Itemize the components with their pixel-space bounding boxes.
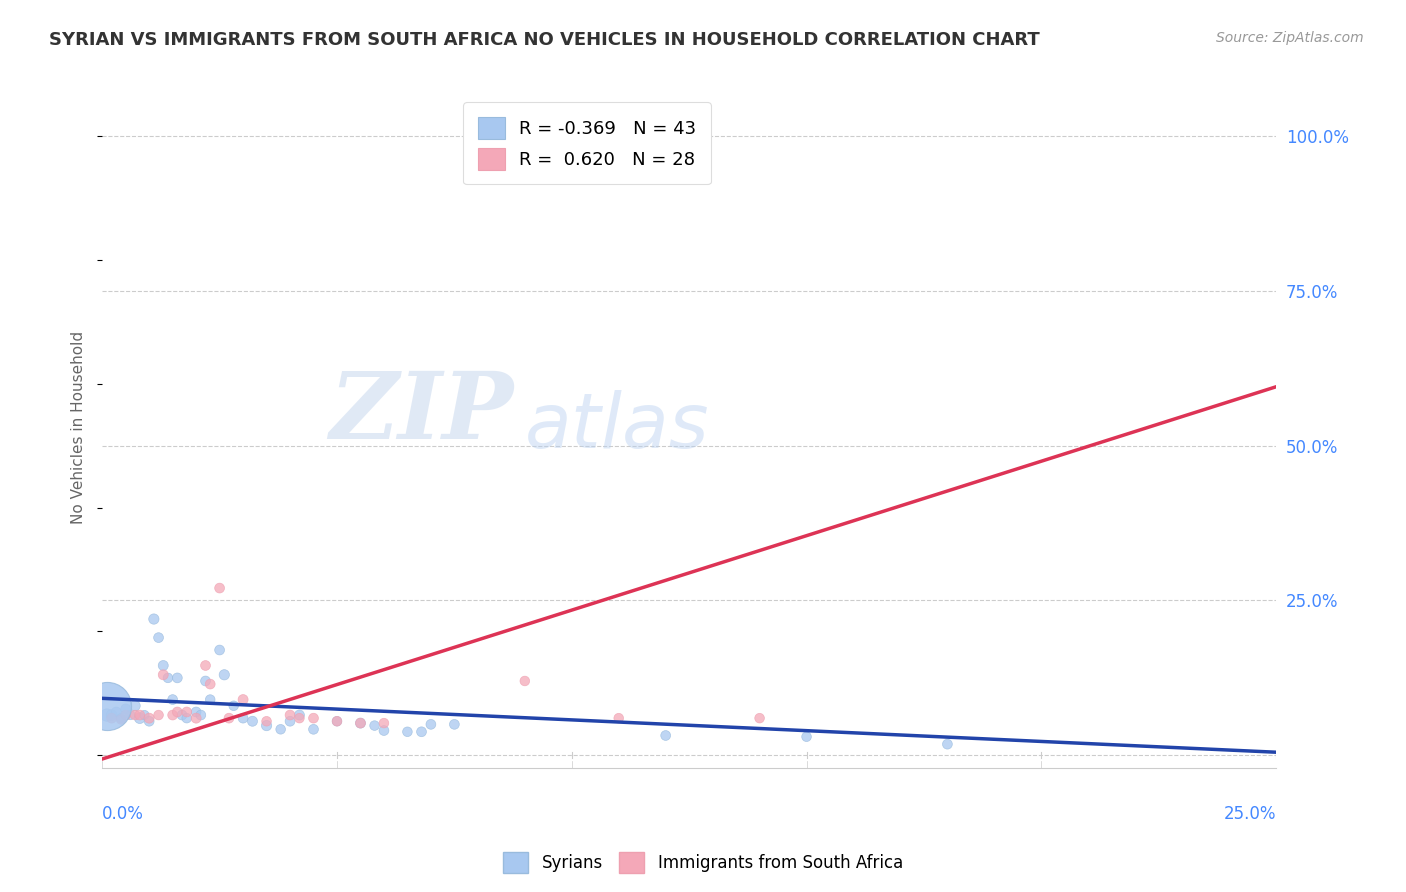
Point <box>162 692 184 706</box>
Point <box>326 714 349 729</box>
Point <box>114 702 136 716</box>
Y-axis label: No Vehicles in Household: No Vehicles in Household <box>72 330 86 524</box>
Point <box>200 692 222 706</box>
Point <box>184 711 207 725</box>
Point <box>232 711 254 725</box>
Point <box>96 708 118 723</box>
Point <box>208 581 231 595</box>
Point <box>363 718 385 732</box>
Point <box>124 708 146 723</box>
Point <box>232 692 254 706</box>
Point <box>936 737 959 751</box>
Point <box>194 658 217 673</box>
Point <box>166 671 188 685</box>
Point <box>194 673 217 688</box>
Point <box>138 714 160 729</box>
Point <box>222 698 245 713</box>
Point <box>190 708 212 723</box>
Point <box>128 708 150 723</box>
Point <box>748 711 770 725</box>
Legend: Syrians, Immigrants from South Africa: Syrians, Immigrants from South Africa <box>496 846 910 880</box>
Point <box>654 729 676 743</box>
Point <box>152 667 174 681</box>
Point <box>288 708 311 723</box>
Point <box>373 723 395 738</box>
Point <box>270 723 292 737</box>
Point <box>302 711 325 725</box>
Text: 25.0%: 25.0% <box>1223 805 1277 823</box>
Point <box>218 711 240 725</box>
Point <box>138 711 160 725</box>
Point <box>349 716 371 731</box>
Point <box>373 716 395 731</box>
Text: 0.0%: 0.0% <box>103 805 143 823</box>
Point <box>184 705 207 719</box>
Point <box>396 724 419 739</box>
Point <box>134 708 156 723</box>
Point <box>349 716 371 731</box>
Point <box>796 730 818 744</box>
Point <box>128 711 150 725</box>
Point <box>100 711 122 725</box>
Point <box>326 714 349 729</box>
Point <box>152 658 174 673</box>
Point <box>443 717 465 731</box>
Point <box>124 698 146 713</box>
Point <box>166 705 188 719</box>
Point <box>419 717 441 731</box>
Point <box>170 708 193 723</box>
Point <box>176 705 198 719</box>
Point <box>242 714 264 729</box>
Point <box>114 708 136 723</box>
Point <box>200 677 222 691</box>
Point <box>288 711 311 725</box>
Point <box>302 723 325 737</box>
Point <box>162 708 184 723</box>
Text: ZIP: ZIP <box>329 368 513 458</box>
Point <box>256 714 278 729</box>
Point <box>208 643 231 657</box>
Point <box>513 673 536 688</box>
Point <box>100 708 122 723</box>
Point <box>607 711 630 725</box>
Point <box>278 714 301 729</box>
Point <box>110 712 132 726</box>
Text: atlas: atlas <box>524 390 709 464</box>
Point <box>110 711 132 725</box>
Legend: R = -0.369   N = 43, R =  0.620   N = 28: R = -0.369 N = 43, R = 0.620 N = 28 <box>464 103 711 184</box>
Point <box>96 698 118 713</box>
Point <box>278 708 301 723</box>
Text: SYRIAN VS IMMIGRANTS FROM SOUTH AFRICA NO VEHICLES IN HOUSEHOLD CORRELATION CHAR: SYRIAN VS IMMIGRANTS FROM SOUTH AFRICA N… <box>49 31 1040 49</box>
Point <box>105 705 128 719</box>
Point <box>214 667 236 681</box>
Point <box>148 708 170 723</box>
Point <box>156 671 179 685</box>
Point <box>176 711 198 725</box>
Text: Source: ZipAtlas.com: Source: ZipAtlas.com <box>1216 31 1364 45</box>
Point <box>142 612 165 626</box>
Point <box>411 724 433 739</box>
Point <box>148 631 170 645</box>
Point <box>256 718 278 732</box>
Point <box>120 708 142 723</box>
